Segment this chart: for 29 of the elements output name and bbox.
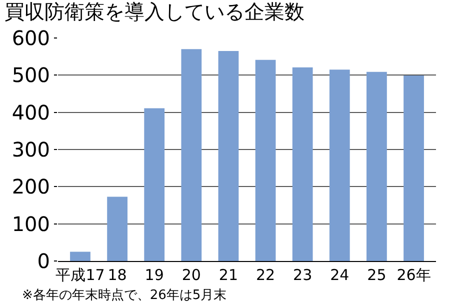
x-tick-label: 平成17	[56, 266, 105, 284]
bar	[255, 60, 276, 261]
y-tick-label: 400	[12, 100, 50, 124]
x-tick-label: 22	[256, 266, 276, 284]
bar	[181, 49, 202, 261]
bar	[292, 67, 313, 261]
bar	[144, 108, 165, 261]
bar	[70, 252, 90, 261]
bar	[218, 51, 239, 261]
x-tick-label: 20	[182, 266, 201, 284]
bar	[329, 70, 350, 261]
x-tick-label: 21	[218, 266, 238, 284]
y-tick-label: 100	[12, 212, 50, 236]
chart-title: 買収防衛策を導入している企業数	[4, 0, 304, 24]
x-tick-label: 25	[367, 266, 386, 284]
x-tick-label: 24	[330, 266, 350, 284]
text: ※各年の年末時点で、26年は5月末	[22, 288, 227, 303]
bar	[404, 76, 424, 261]
x-tick-label: 26年	[396, 266, 431, 284]
y-tick-label: 0	[37, 249, 50, 273]
y-tick-label: 600	[12, 26, 50, 50]
y-tick-label: 200	[12, 174, 50, 199]
x-tick-label: 18	[108, 266, 127, 284]
bar	[107, 196, 128, 261]
x-tick-label: 19	[144, 266, 164, 284]
bar	[366, 72, 387, 261]
y-tick-label: 300	[12, 138, 50, 162]
x-tick-label: 23	[293, 266, 312, 284]
y-tick-label: 500	[12, 63, 50, 88]
